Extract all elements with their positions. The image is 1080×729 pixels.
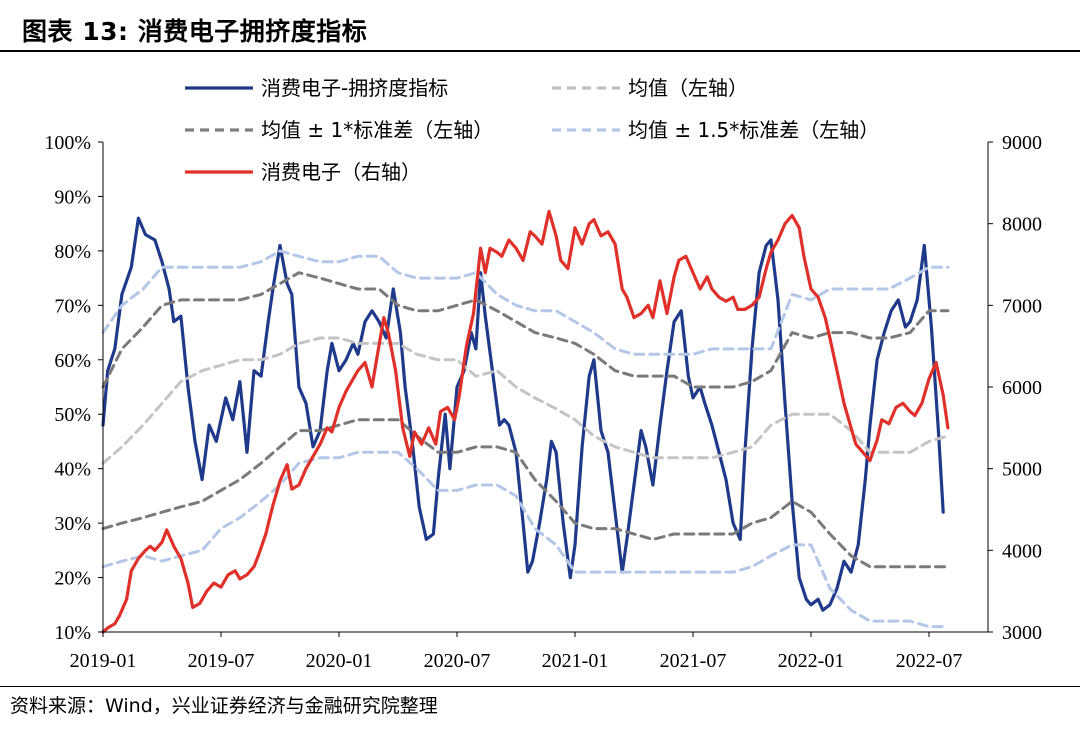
y-left-tick-label: 100%	[44, 132, 91, 154]
line-chart: 10% 20% 30% 40% 50% 60% 70% 80% 90% 100% 3000 4000 5…	[44, 76, 1042, 672]
x-tick-label: 2021-01	[542, 650, 609, 672]
x-tick-label: 2022-07	[896, 650, 963, 672]
source-note: 资料来源：Wind，兴业证券经济与金融研究院整理	[10, 695, 438, 717]
legend-label: 消费电子（右轴）	[261, 160, 421, 184]
figure-title: 图表 13: 消费电子拥挤度指标	[22, 17, 368, 46]
y-right-tick-label: 4000	[1002, 540, 1042, 562]
bottom-rule	[0, 686, 1080, 687]
y-right-tick-label: 3000	[1002, 622, 1042, 644]
legend-item: 消费电子（右轴）	[185, 160, 421, 184]
legend-item: 均值（左轴）	[552, 76, 748, 100]
y-left-tick-label: 50%	[54, 404, 91, 426]
series-line	[101, 249, 950, 356]
series-line	[101, 209, 950, 634]
x-tick-label: 2022-01	[778, 650, 845, 672]
legend-item: 均值 ± 1.5*标准差（左轴）	[552, 118, 879, 142]
y-left-tick-label: 60%	[54, 350, 91, 372]
legend-label: 均值 ± 1*标准差（左轴）	[261, 118, 493, 142]
series-line	[101, 450, 950, 629]
legend-label: 消费电子-拥挤度指标	[261, 76, 448, 100]
y-right-tick-label: 8000	[1002, 214, 1042, 236]
y-left-tick-label: 20%	[54, 568, 91, 590]
legend-item: 均值 ± 1*标准差（左轴）	[185, 118, 493, 142]
legend-label: 均值 ± 1.5*标准差（左轴）	[628, 118, 879, 142]
y-left-tick-label: 10%	[54, 622, 91, 644]
y-right-tick-label: 6000	[1002, 377, 1042, 399]
series-line	[101, 216, 945, 612]
y-right-tick-label: 9000	[1002, 132, 1042, 154]
series-line	[101, 336, 950, 465]
x-tick-label: 2019-01	[70, 650, 137, 672]
y-left-tick-label: 90%	[54, 186, 91, 208]
y-right-tick-label: 5000	[1002, 459, 1042, 481]
legend-item: 消费电子-拥挤度指标	[185, 76, 448, 100]
legend: 消费电子-拥挤度指标 均值（左轴） 均值 ± 1*标准差（左轴） 均值 ± 1.5*标…	[185, 76, 879, 184]
y-right-tick-label: 7000	[1002, 295, 1042, 317]
x-tick-label: 2021-07	[660, 650, 727, 672]
x-tick-label: 2020-01	[306, 650, 373, 672]
x-tick-label: 2020-07	[424, 650, 491, 672]
y-left-tick-label: 40%	[54, 459, 91, 481]
series-line	[101, 271, 950, 389]
axes: 10% 20% 30% 40% 50% 60% 70% 80% 90% 100% 3000 4000 5…	[44, 132, 1042, 672]
x-tick-label: 2019-07	[188, 650, 255, 672]
y-left-tick-label: 30%	[54, 513, 91, 535]
plot-lines	[101, 209, 950, 634]
y-left-tick-label: 80%	[54, 241, 91, 263]
series-line	[101, 418, 950, 569]
title-rule	[0, 50, 1080, 52]
y-left-tick-label: 70%	[54, 295, 91, 317]
legend-label: 均值（左轴）	[628, 76, 748, 100]
